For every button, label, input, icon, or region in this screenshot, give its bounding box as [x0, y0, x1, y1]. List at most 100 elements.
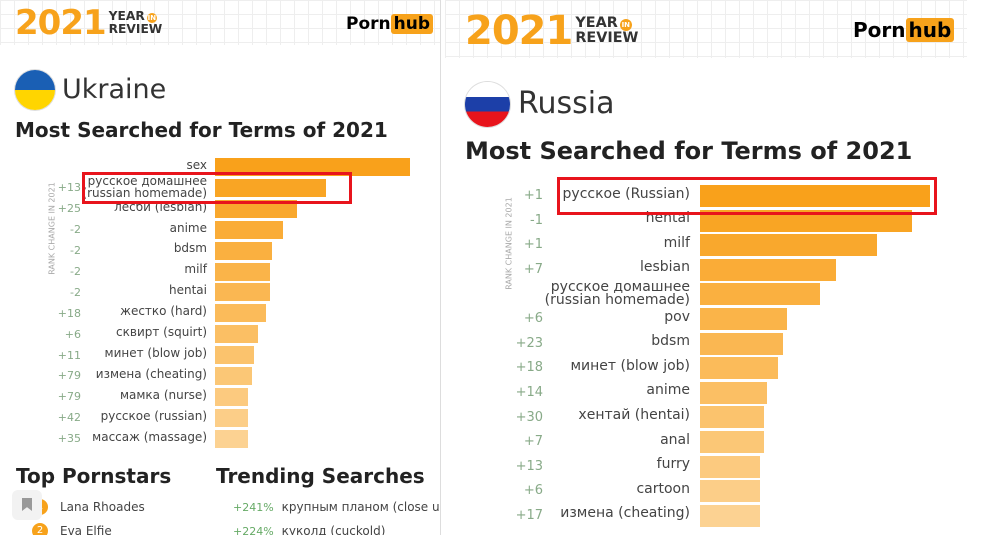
category-label: жестко (hard)	[120, 304, 207, 319]
bar	[215, 346, 254, 365]
brand-porn: Porn	[853, 18, 906, 42]
brand-porn: Porn	[346, 14, 391, 34]
category-label: мамка (nurse)	[119, 387, 207, 402]
bar	[215, 283, 270, 302]
bar	[215, 325, 258, 344]
bar	[215, 262, 270, 281]
bar	[215, 158, 410, 176]
category-label: lesbian	[639, 259, 690, 276]
category-label: furry	[656, 456, 690, 473]
bar	[700, 283, 820, 306]
category-label: bdsm	[173, 241, 207, 256]
rank-change: +35	[57, 432, 81, 446]
category-label: сквирт (squirt)	[116, 325, 207, 339]
year-word-row: YEAR IN	[109, 10, 163, 23]
rank-badge: 2	[32, 523, 48, 535]
rank-change: +7	[523, 434, 543, 450]
category-label: milf	[663, 234, 690, 251]
bar	[700, 431, 765, 453]
bar	[215, 199, 297, 218]
flag	[15, 70, 55, 110]
category-label: минет (blow job)	[570, 357, 690, 374]
rank-change: -2	[70, 264, 81, 278]
in-word: IN	[146, 12, 157, 23]
category-label: минет (blow job)	[104, 345, 207, 360]
section-title: Top Pornstars	[16, 464, 172, 488]
bar	[215, 304, 266, 323]
year-word-row: YEAR IN	[575, 15, 638, 32]
trend-term: крупным планом (close up)	[281, 500, 441, 514]
bar	[700, 504, 760, 527]
rank-change: +23	[515, 335, 543, 351]
year-words: YEAR IN REVIEW	[108, 10, 163, 36]
bar	[700, 455, 760, 478]
bar	[700, 185, 930, 207]
bar	[700, 357, 779, 380]
rank-change: -2	[70, 244, 81, 257]
rank-change: +7	[523, 262, 543, 277]
rank-change: +79	[57, 390, 81, 404]
rank-change: +17	[515, 508, 543, 523]
bookmark-icon[interactable]	[12, 490, 42, 520]
bar	[700, 480, 760, 503]
bar	[215, 241, 272, 260]
year: 2021	[465, 8, 573, 54]
highlight-box	[557, 176, 937, 216]
year-words: YEAR IN REVIEW	[575, 15, 639, 47]
rank-change: +6	[64, 327, 81, 341]
category-label: bdsm	[651, 333, 690, 350]
pornstar-name: Lana Rhoades	[60, 500, 145, 514]
trend-term: куколд (cuckold)	[281, 524, 386, 535]
year-in-review: 2021 YEAR IN REVIEW	[465, 8, 638, 54]
rank-change: +79	[57, 369, 81, 383]
year-word: YEAR	[575, 15, 618, 32]
bar	[215, 367, 253, 385]
bar	[700, 406, 765, 429]
rank-change: +18	[515, 360, 543, 376]
list-item: +241% крупным планом (close up)	[233, 500, 441, 514]
list-item: 2 Eva Elfie	[32, 523, 112, 535]
trend-change: +241%	[233, 500, 274, 514]
rank-change: +14	[515, 385, 543, 400]
rank-change: -1	[530, 212, 543, 228]
review-word: REVIEW	[575, 30, 639, 47]
brand-hub: hub	[905, 18, 955, 42]
category-label: русское (Russian)	[562, 185, 690, 202]
list-item: 1Lana Rhoades	[32, 499, 145, 515]
category-label: anal	[660, 431, 690, 448]
category-label: массаж (massage)	[92, 429, 207, 444]
bar	[700, 308, 788, 330]
trend-change: +224%	[233, 524, 274, 535]
category-label: измена (cheating)	[560, 505, 690, 522]
category-label: хентай (hentai)	[578, 407, 690, 423]
brand-hub: hub	[390, 14, 433, 34]
rank-change: +18	[57, 306, 81, 320]
bar	[215, 429, 249, 448]
flag	[465, 82, 510, 127]
category-label: русское (russian)	[100, 408, 207, 423]
header-grid	[0, 0, 440, 45]
review-word: REVIEW	[108, 21, 163, 36]
list-item: +224% куколд (cuckold)	[233, 524, 385, 535]
in-word: IN	[619, 19, 632, 32]
category-label: pov	[664, 308, 690, 325]
category-label: русское домашнее (russian homemade)	[544, 278, 690, 309]
chart-title: Most Searched for Terms of 2021	[465, 137, 913, 165]
rank-change: +25	[57, 202, 81, 216]
bar	[700, 381, 767, 404]
bar	[215, 178, 327, 197]
ukraine-panel: 2021 YEAR IN REVIEW Porn hub Ukraine Most Searc…	[0, 0, 441, 535]
bar	[700, 258, 836, 281]
rank-change: +11	[57, 348, 81, 362]
category-label: hentai	[169, 283, 207, 298]
chart-title: Most Searched for Terms of 2021	[15, 118, 388, 142]
country: Ukraine	[62, 74, 167, 105]
rank-change: +6	[523, 311, 543, 327]
category-label: anime	[646, 382, 690, 399]
rank-change: -2	[70, 223, 81, 237]
rank-change: +13	[57, 181, 81, 195]
rank-change: -2	[70, 285, 81, 299]
highlight-box	[82, 171, 352, 205]
rank-change: +13	[515, 458, 543, 474]
